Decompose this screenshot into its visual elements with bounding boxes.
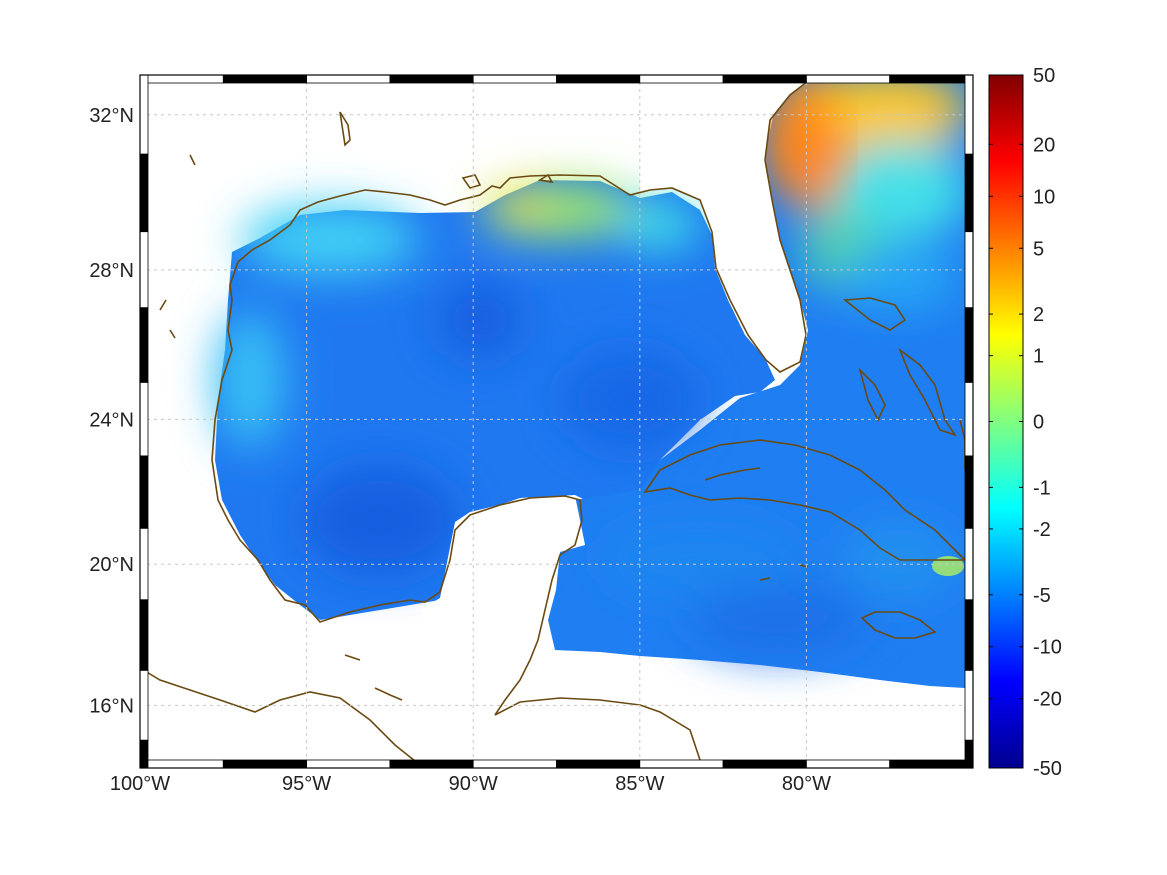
lat-tick-label: 24°N [89,409,134,431]
frame-band-right [964,599,974,671]
cuba-coastline [643,439,967,561]
florida-land [640,80,812,372]
frame-band-bottom [306,759,391,769]
frame-band-left [139,74,149,155]
gridlines [140,75,973,768]
frame-band-top [889,74,974,84]
lon-tick-label: 90°W [449,773,498,795]
frame-band-top [472,74,557,84]
lon-tick-label: 80°W [782,773,831,795]
frame-band-top [806,74,891,84]
frame-band-top [306,74,391,84]
frame-band-right [964,153,974,233]
bahamas-coastline [842,297,957,437]
frame-band-left [139,231,149,309]
colorbar-tick-label: 50 [1033,65,1055,87]
frame-band-top [639,74,724,84]
frame-band-left [139,307,149,383]
frame-band-bottom [472,759,557,769]
colorbar-tick-label: -20 [1033,689,1062,711]
frame-band-left [139,739,149,769]
frame-band-left [139,599,149,671]
ocean-field [215,75,970,688]
mexico-pacific-coastline [140,667,421,766]
frame-band-top [222,74,308,84]
frame-band-left [139,527,149,601]
colorbar-tick-label: -5 [1033,585,1051,607]
frame-band-bottom [889,759,974,769]
frame-band-top [389,74,474,84]
frame-band-bottom [222,759,308,769]
frame-band-right [964,307,974,383]
colorbar-tick-label: -50 [1033,758,1062,780]
frame-band-right [964,382,974,457]
colorbar-tick-label: 1 [1033,346,1044,368]
lat-tick-label: 20°N [89,554,134,576]
frame-band-right [964,231,974,309]
yucatan-land [420,496,585,660]
mexico-coastline [211,299,583,641]
frame-band-left [139,455,149,529]
colorbar-gradient [988,74,1024,769]
frame-band-right [964,74,974,155]
frame-band-left [139,670,149,741]
frame-band-right [964,670,974,741]
frame-band-bottom [556,759,641,769]
frame-band-left [139,382,149,457]
map-frame [139,74,974,769]
colorbar-tick-label: 0 [1033,412,1044,434]
frame-border [139,74,974,769]
frame-band-bottom [139,759,224,769]
frame-band-bottom [389,759,474,769]
land-mask [420,80,812,660]
longitude-tick-labels: 100°W 95°W 90°W 85°W 80°W [110,773,831,795]
frame-band-left [139,153,149,233]
lon-tick-label: 100°W [110,773,170,795]
frame-band-top [139,74,224,84]
jamaica-coastline [860,611,937,639]
us-gulf-coastline [229,77,813,373]
colorbar-tick-label: -1 [1033,477,1051,499]
frame-band-right [964,455,974,529]
colorbar-tick-label: 2 [1033,304,1044,326]
lon-tick-label: 95°W [282,773,331,795]
frame-band-top [722,74,807,84]
frame-band-bottom [806,759,891,769]
lat-tick-label: 28°N [89,260,134,282]
frame-band-right [964,739,974,769]
colorbar-tick-label: 5 [1033,238,1044,260]
colorbar-tick-label: -2 [1033,519,1051,541]
coastlines [140,77,967,766]
colorbar-tick-label: 20 [1033,134,1055,156]
lon-tick-label: 85°W [615,773,664,795]
latitude-tick-labels: 32°N 28°N 24°N 20°N 16°N [89,105,134,718]
colorbar-tick-label: -10 [1033,637,1062,659]
lat-tick-label: 32°N [89,105,134,127]
frame-band-bottom [722,759,807,769]
lat-tick-label: 16°N [89,695,134,717]
colorbar-tick-label: 10 [1033,186,1055,208]
frame-band-right [964,527,974,601]
central-america-coastline [494,639,701,761]
frame-band-bottom [639,759,724,769]
frame-band-top [556,74,641,84]
